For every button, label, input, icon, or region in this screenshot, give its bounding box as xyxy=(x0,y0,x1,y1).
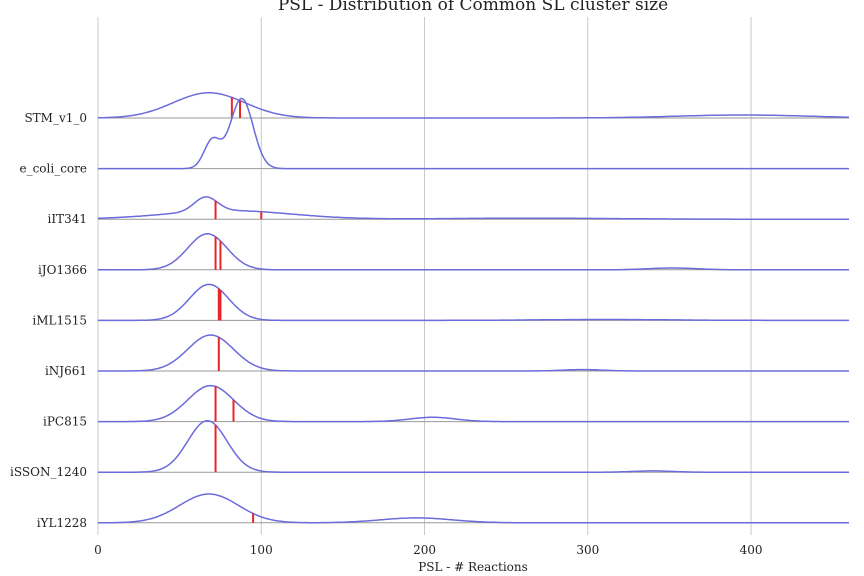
y-label: iIT341 xyxy=(48,212,88,226)
y-label: STM_v1_0 xyxy=(24,111,87,125)
y-labels: STM_v1_0 e_coli_core iIT341 iJO1366 iML1515 i… xyxy=(10,111,87,530)
x-tick-label: 400 xyxy=(740,543,763,557)
density-curve xyxy=(98,233,849,271)
ridges xyxy=(97,92,849,524)
y-label: iNJ661 xyxy=(45,364,87,378)
y-label: iJO1366 xyxy=(38,263,87,277)
grid-lines xyxy=(97,17,849,535)
density-curve xyxy=(97,196,849,220)
x-ticks: 0 100 200 300 400 xyxy=(94,543,762,557)
density-curve xyxy=(98,419,849,473)
chart-title: PSL - Distribution of Common SL cluster … xyxy=(278,0,668,15)
y-label: e_coli_core xyxy=(19,162,87,176)
x-axis-label: PSL - # Reactions xyxy=(418,560,528,574)
density-curve xyxy=(98,97,849,170)
x-tick-label: 300 xyxy=(576,543,599,557)
x-tick-label: 100 xyxy=(250,543,273,557)
density-curve xyxy=(98,384,849,423)
y-label: iYL1228 xyxy=(37,516,87,530)
density-curve xyxy=(98,493,849,524)
density-curve xyxy=(98,92,849,119)
density-curve xyxy=(98,283,849,322)
x-tick-label: 0 xyxy=(94,543,102,557)
y-label: iML1515 xyxy=(32,313,87,327)
y-label: iPC815 xyxy=(43,415,87,429)
y-label: iSSON_1240 xyxy=(10,465,87,479)
x-tick-label: 200 xyxy=(413,543,436,557)
density-curve xyxy=(98,334,849,372)
